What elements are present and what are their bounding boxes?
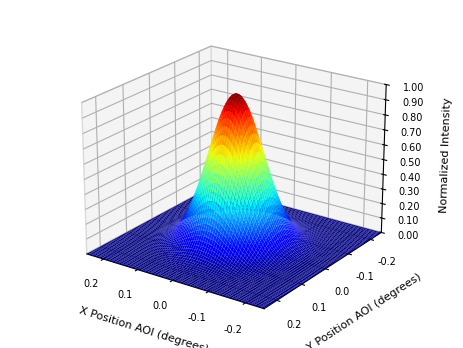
X-axis label: X Position AOI (degrees): X Position AOI (degrees) xyxy=(78,306,210,348)
Y-axis label: Y Position AOI (degrees): Y Position AOI (degrees) xyxy=(306,272,424,348)
